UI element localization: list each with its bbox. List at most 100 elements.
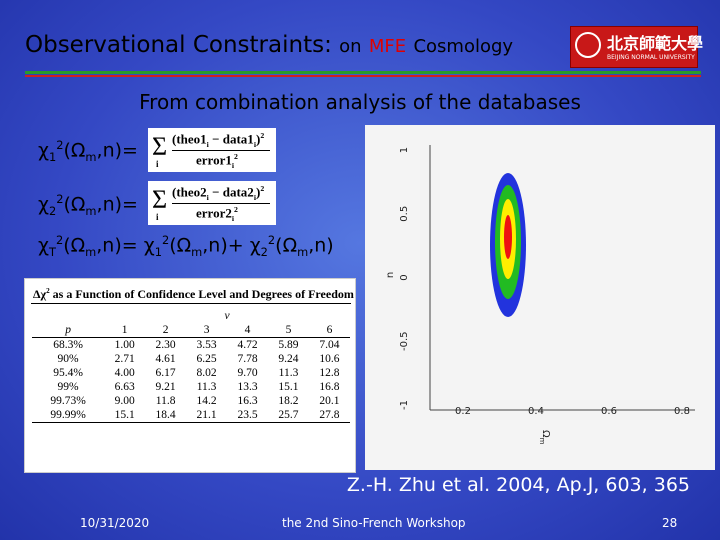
cell: 11.3 <box>278 367 299 379</box>
cell: 99% <box>57 381 79 393</box>
cell: 1.00 <box>114 339 135 351</box>
eq-part: m <box>85 245 97 260</box>
column-header: p <box>65 324 71 336</box>
cell: 4.72 <box>237 339 258 351</box>
eq-text: (Ω <box>63 193 86 216</box>
table: ν p 1 2 3 4 5 6 68.3% 1.00 2.30 3.53 4.72 5.89 7.04 90%… <box>32 309 350 423</box>
x-label-sub: m <box>538 438 546 445</box>
cell: 2.71 <box>114 353 135 365</box>
header-row: p 1 2 3 4 5 6 <box>32 323 350 338</box>
cell: 4.00 <box>114 367 135 379</box>
cell: 9.24 <box>278 353 299 365</box>
formula-2: Σ i (theo2i − data2i)2 error2i2 <box>148 181 276 225</box>
x-label-symbol: Ω <box>540 430 551 438</box>
eq-text: ,n)= <box>96 139 138 162</box>
table-row: 99.73% 9.00 11.8 14.2 16.3 18.2 20.1 <box>32 394 350 408</box>
cell: 7.78 <box>237 353 258 365</box>
t: ) <box>255 184 261 200</box>
sum-index: i <box>156 212 159 222</box>
eq-part: (Ω <box>63 234 86 257</box>
plot-svg: 1 0.5 0 -0.5 -1 n 0.2 0.4 0.6 0.8 Ωm <box>385 145 695 445</box>
footer-event: the 2nd Sino-French Workshop <box>282 516 466 530</box>
cell: 68.3% <box>53 339 83 351</box>
p: 2 <box>46 287 50 295</box>
logo-english: BEIJING NORMAL UNIVERSITY <box>607 54 695 61</box>
rule <box>31 303 351 304</box>
contour-core <box>504 215 512 259</box>
subtitle: From combination analysis of the databas… <box>139 90 581 114</box>
column-header: 3 <box>203 324 210 336</box>
cell: 11.8 <box>155 395 176 407</box>
logo: 北京師範大學 BEIJING NORMAL UNIVERSITY <box>570 26 703 68</box>
s: i <box>206 139 209 149</box>
cell: 23.5 <box>237 409 258 421</box>
divider-red <box>25 75 701 77</box>
footer-page: 28 <box>662 516 678 530</box>
y-axis-label: n <box>385 272 396 278</box>
cell: 15.1 <box>114 409 135 421</box>
cell: 5.89 <box>278 339 299 351</box>
eq-sup: 2 <box>56 192 64 206</box>
table-row: 99.99% 15.1 18.4 21.1 23.5 25.7 27.8 <box>32 408 350 423</box>
cell: 16.3 <box>237 395 258 407</box>
eq-sub: m <box>85 204 97 219</box>
table-row: 99% 6.63 9.21 11.3 13.3 15.1 16.8 <box>32 380 350 394</box>
contour <box>490 173 526 317</box>
eq-part: m <box>191 245 203 260</box>
column-header: 2 <box>162 324 169 336</box>
eq-part: T <box>48 245 56 260</box>
table-panel: Δχ2 as a Function of Confidence Level an… <box>24 278 356 473</box>
eq-part: m <box>297 245 309 260</box>
p: 2 <box>234 152 238 161</box>
eq-text: (Ω <box>63 139 86 162</box>
eq-sub: 2 <box>48 204 57 219</box>
t: error2 <box>196 205 232 221</box>
eq-part: 2 <box>267 233 276 247</box>
cell: 6.63 <box>114 381 135 393</box>
eq-part: (Ω <box>169 234 192 257</box>
t: error1 <box>196 152 232 168</box>
group-row: ν <box>32 309 350 323</box>
y-tick-label: 0 <box>399 274 410 280</box>
eq-sup: 2 <box>56 138 64 152</box>
cell: 14.2 <box>196 395 217 407</box>
cell: 8.02 <box>196 367 217 379</box>
title-on: on <box>339 36 362 57</box>
eq-part: 2 <box>55 233 64 247</box>
x-axis-label: Ωm <box>538 430 551 445</box>
cell <box>32 309 104 323</box>
cell: 25.7 <box>278 409 299 421</box>
s: i <box>253 139 256 149</box>
eq-part: 2 <box>161 233 170 247</box>
eq-part: 1 <box>154 245 162 260</box>
cell: 18.2 <box>278 395 299 407</box>
eq-part: ,n)= χ <box>96 234 155 257</box>
cell: 18.4 <box>155 409 176 421</box>
formula-1: Σ i (theo1i − data1i)2 error1i2 <box>148 128 276 172</box>
denominator: error1i2 <box>196 152 238 170</box>
eq-part: ,n)+ χ <box>202 234 261 257</box>
y-tick-label: -1 <box>399 400 410 410</box>
cell: 27.8 <box>319 409 340 421</box>
table-row: 68.3% 1.00 2.30 3.53 4.72 5.89 7.04 <box>32 338 350 353</box>
cell: 11.3 <box>196 381 217 393</box>
p: 2 <box>260 184 265 193</box>
cell: 16.8 <box>319 381 340 393</box>
logo-emblem <box>575 32 601 58</box>
eq-sub: m <box>85 150 97 165</box>
title-main: Observational Constraints: <box>25 32 332 58</box>
citation: Z.-H. Zhu et al. 2004, Ap.J, 603, 365 <box>346 474 690 496</box>
equation-2: χ22(Ωm,n)= <box>38 192 138 218</box>
eq-text: χ <box>38 139 49 162</box>
s: i <box>253 192 256 202</box>
t: (theo1 <box>172 131 207 147</box>
eq-sub: 1 <box>48 150 57 165</box>
eq-part: (Ω <box>275 234 298 257</box>
t: − data2 <box>208 184 254 200</box>
title-cosmology: Cosmology <box>413 36 514 57</box>
x-tick-label: 0.6 <box>601 406 617 417</box>
cell: 2.30 <box>155 339 176 351</box>
column-header: 1 <box>121 324 128 336</box>
cell: 21.1 <box>196 409 217 421</box>
